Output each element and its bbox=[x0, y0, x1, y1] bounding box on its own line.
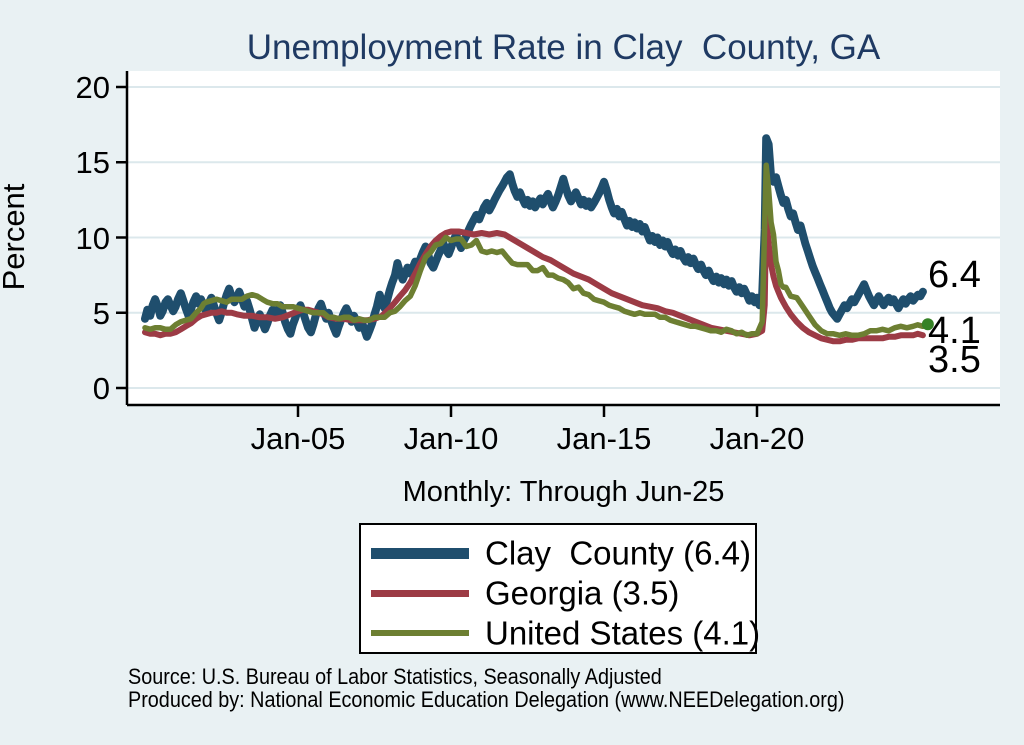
series-line-clay-county bbox=[141, 134, 927, 341]
legend-label: United States (4.1) bbox=[485, 614, 761, 652]
source-note-line2: Produced by: National Economic Education… bbox=[128, 687, 845, 712]
legend-swatch-icon bbox=[371, 630, 469, 636]
chart-title: Unemployment Rate in Clay County, GA bbox=[246, 28, 881, 67]
legend-row: Clay County (6.4) bbox=[361, 533, 755, 573]
chart-subtitle: Monthly: Through Jun-25 bbox=[402, 476, 725, 508]
series-line-georgia bbox=[142, 211, 926, 345]
legend-row: United States (4.1) bbox=[361, 613, 760, 653]
y-tick-label: 0 bbox=[92, 371, 110, 406]
y-tick-label: 5 bbox=[92, 295, 110, 331]
source-note-line1: Source: U.S. Bureau of Labor Statistics,… bbox=[128, 664, 662, 689]
end-label-united-states: 4.1 bbox=[928, 310, 981, 353]
x-tick-label: Jan-10 bbox=[403, 421, 499, 456]
end-label-clay-county: 6.4 bbox=[928, 253, 981, 296]
x-tick-label: Jan-15 bbox=[556, 421, 652, 456]
y-tick-label: 20 bbox=[75, 70, 110, 105]
legend-swatch-icon bbox=[371, 547, 469, 559]
legend-row: Georgia (3.5) bbox=[361, 573, 755, 613]
legend-swatch-icon bbox=[371, 589, 469, 597]
series-line-united-states bbox=[142, 162, 926, 339]
legend-label: Georgia (3.5) bbox=[485, 574, 680, 612]
series-end-marker-united-states bbox=[921, 318, 934, 331]
end-label-georgia: 3.5 bbox=[928, 339, 981, 382]
x-tick-label: Jan-20 bbox=[709, 421, 805, 456]
y-tick-label: 10 bbox=[75, 220, 110, 256]
y-tick-label: 15 bbox=[75, 145, 110, 181]
legend-box: Clay County (6.4) Georgia (3.5) United Sta… bbox=[359, 523, 760, 654]
x-tick-label: Jan-05 bbox=[250, 421, 346, 456]
y-axis-title: Percent bbox=[0, 183, 31, 291]
legend-label: Clay County (6.4) bbox=[485, 534, 751, 572]
